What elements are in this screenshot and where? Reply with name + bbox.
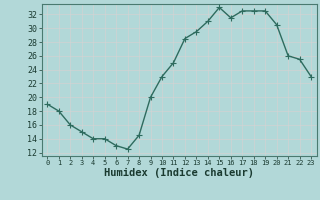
X-axis label: Humidex (Indice chaleur): Humidex (Indice chaleur) <box>104 168 254 178</box>
